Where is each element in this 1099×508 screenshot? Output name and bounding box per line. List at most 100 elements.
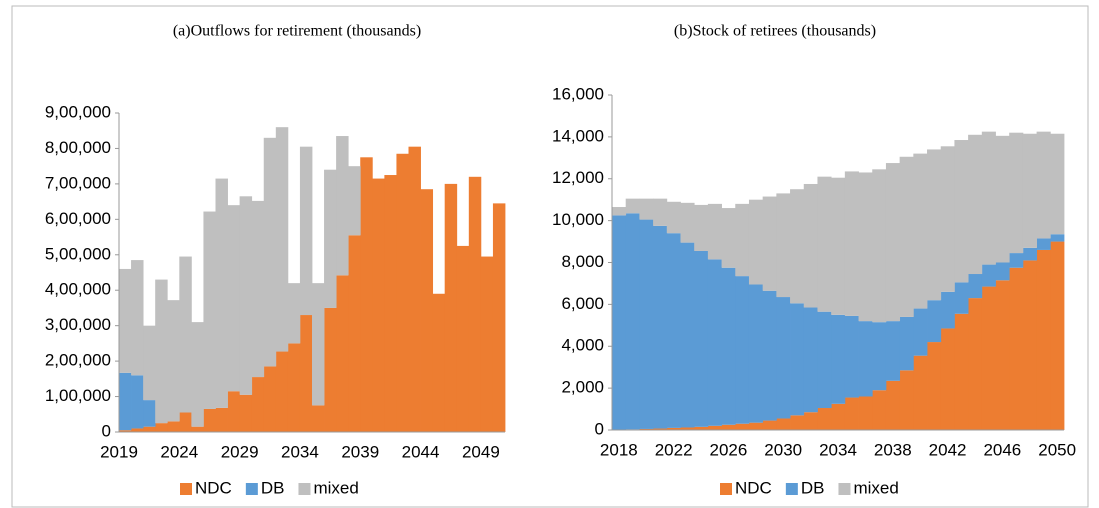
y-tick-label: 2,00,000 — [45, 351, 111, 370]
bar-segment — [762, 290, 777, 421]
bar-segment — [1022, 133, 1038, 248]
bar-segment — [143, 400, 156, 427]
bar-segment — [1009, 267, 1024, 430]
bar-segment — [167, 300, 180, 422]
bar-segment — [653, 198, 668, 226]
y-tick-label: 6,000 — [561, 294, 604, 313]
legend-swatch — [785, 483, 798, 495]
bar-segment — [721, 424, 736, 430]
bar-segment — [954, 282, 969, 314]
bar-segment — [831, 314, 846, 404]
bar-segment — [251, 377, 265, 432]
bar-segment — [776, 297, 791, 419]
y-tick-label: 2,000 — [561, 378, 604, 397]
bar-segment — [396, 153, 409, 432]
y-tick-label: 0 — [102, 421, 111, 440]
bar-segment — [275, 127, 289, 352]
bar-segment — [179, 256, 192, 413]
bar-segment — [995, 262, 1010, 281]
bar-segment — [312, 405, 325, 432]
y-tick-label: 16,000 — [552, 84, 604, 103]
y-tick-label: 6,00,000 — [45, 209, 111, 228]
bar-segment — [885, 380, 901, 430]
bar-segment — [480, 256, 494, 432]
bar-segment — [968, 274, 983, 299]
bar-segment — [995, 280, 1010, 430]
bar-segment — [858, 396, 873, 430]
bar-segment — [735, 423, 750, 430]
bar-segment — [143, 325, 156, 401]
y-tick-label: 3,00,000 — [45, 315, 111, 334]
bar-segment — [420, 189, 434, 432]
bar-segment — [468, 176, 482, 432]
bar-segment — [1022, 260, 1038, 430]
x-tick-label: 2042 — [929, 440, 967, 459]
x-tick-label: 2039 — [341, 442, 379, 461]
bar-segment — [817, 176, 832, 312]
bar-segment — [858, 321, 873, 397]
bar-segment — [885, 163, 901, 322]
bar-segment — [762, 196, 777, 291]
bar-segment — [612, 215, 627, 430]
bar-segment — [721, 208, 736, 268]
y-tick-label: 12,000 — [552, 168, 604, 187]
legend-label: DB — [261, 478, 285, 497]
x-tick-label: 2026 — [710, 440, 748, 459]
bar-segment — [131, 375, 144, 429]
bar-segment — [790, 415, 805, 430]
x-tick-label: 2024 — [160, 442, 198, 461]
bar-segment — [968, 134, 983, 275]
bar-segment — [324, 307, 337, 432]
bar-segment — [817, 311, 832, 409]
bar-segment — [263, 366, 277, 432]
x-tick-label: 2019 — [100, 442, 138, 461]
bar-segment — [1009, 132, 1024, 254]
bar-segment — [680, 427, 695, 430]
y-tick-label: 1,00,000 — [45, 386, 111, 405]
chart-title: (b)Stock of retirees (thousands) — [674, 23, 876, 40]
bar-segment — [790, 189, 805, 304]
y-tick-label: 5,00,000 — [45, 244, 111, 263]
bar-segment — [1036, 249, 1051, 430]
bar-segment — [954, 140, 969, 283]
bar-segment — [844, 315, 859, 398]
bar-segment — [299, 146, 313, 316]
bar-segment — [1050, 241, 1065, 430]
bar-segment — [275, 351, 289, 432]
bar-segment — [1050, 133, 1065, 235]
bar-segment — [336, 275, 349, 432]
bar-segment — [372, 178, 385, 432]
legend-swatch — [720, 483, 732, 495]
bar-segment — [653, 428, 668, 430]
bar-segment — [748, 284, 764, 423]
bar-segment — [762, 420, 777, 430]
bar-segment — [803, 412, 818, 430]
frame — [11, 5, 1089, 508]
bar-segment — [803, 307, 818, 413]
x-tick-label: 2034 — [819, 440, 857, 459]
x-tick-label: 2022 — [655, 440, 693, 459]
bar-segment — [872, 390, 887, 430]
bar-segment — [927, 342, 942, 430]
y-tick-label: 7,00,000 — [45, 173, 111, 192]
y-tick-label: 4,00,000 — [45, 280, 111, 299]
bar-segment — [694, 426, 709, 430]
bar-segment — [119, 430, 132, 432]
bar-segment — [721, 267, 736, 425]
bar-segment — [131, 260, 144, 376]
legend-swatch — [838, 483, 851, 495]
x-tick-label: 2049 — [462, 442, 500, 461]
legend-label: mixed — [313, 478, 358, 497]
legend-label: NDC — [195, 478, 232, 497]
bar-segment — [444, 183, 458, 432]
legend-label: DB — [801, 478, 825, 497]
bar-segment — [639, 219, 654, 429]
bar-segment — [927, 149, 942, 301]
bar-segment — [995, 135, 1010, 263]
bar-segment — [735, 203, 750, 277]
y-tick-label: 8,00,000 — [45, 138, 111, 157]
bar-segment — [913, 355, 928, 430]
x-tick-label: 2034 — [281, 442, 319, 461]
bar-segment — [612, 207, 627, 216]
